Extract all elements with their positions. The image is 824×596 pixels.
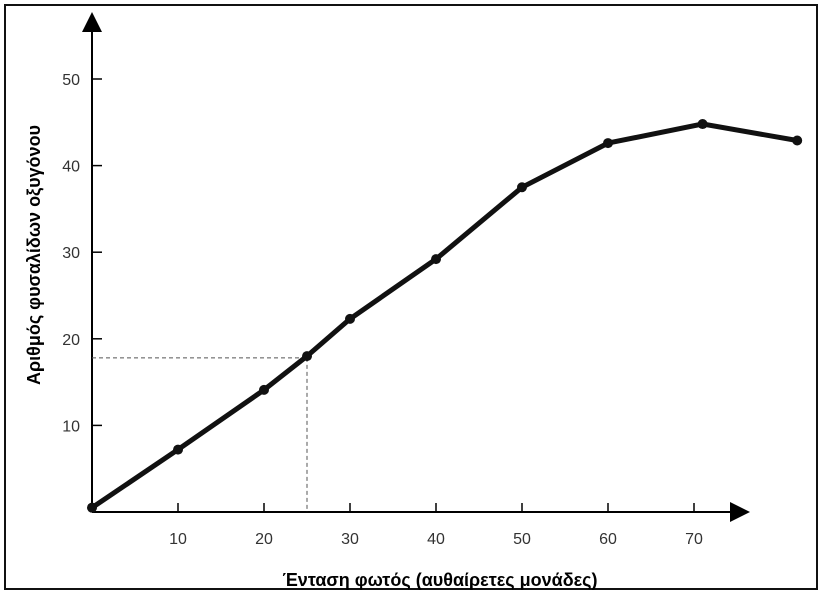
x-tick-label: 30 xyxy=(341,531,359,548)
chart-frame xyxy=(4,4,818,590)
data-point xyxy=(259,384,269,395)
x-tick-label: 50 xyxy=(513,531,531,548)
y-tick-label: 40 xyxy=(62,159,80,176)
x-tick-label: 10 xyxy=(169,531,187,548)
data-point xyxy=(603,138,613,149)
x-tick-label: 20 xyxy=(255,531,273,548)
data-point xyxy=(87,502,97,513)
data-point xyxy=(173,444,183,455)
x-tick-label: 70 xyxy=(685,531,703,548)
data-point xyxy=(792,135,803,146)
y-tick-label: 30 xyxy=(62,245,80,262)
y-tick-label: 50 xyxy=(62,72,80,89)
x-tick-label: 40 xyxy=(427,531,445,548)
y-tick-label: 20 xyxy=(62,332,80,349)
data-point xyxy=(345,313,355,324)
data-point xyxy=(431,254,441,265)
x-tick-label: 60 xyxy=(599,531,617,548)
y-axis-title: Αριθμός φυσαλίδων οξυγόνου xyxy=(24,125,45,385)
data-point xyxy=(517,182,527,193)
data-point xyxy=(697,119,708,130)
series-line xyxy=(89,121,800,511)
data-point xyxy=(302,351,312,362)
x-axis-title: Ένταση φωτός (αυθαίρετες μονάδες) xyxy=(282,570,597,590)
y-tick-label: 10 xyxy=(62,418,80,435)
